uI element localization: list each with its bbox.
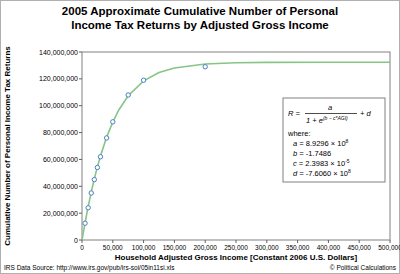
data-point xyxy=(111,120,115,124)
param-name: d = xyxy=(293,169,306,178)
data-point xyxy=(104,136,108,140)
y-tick-label: 120,000,000 xyxy=(39,75,78,82)
x-tick xyxy=(328,240,329,243)
formula-param: a = 8.9296 × 108 xyxy=(293,138,349,149)
formula-lhs: R = xyxy=(288,109,301,118)
y-tick xyxy=(79,52,82,53)
formula-denominator: 1 + e(b − c*AGI) xyxy=(306,115,348,126)
x-tick-label: 100,000 xyxy=(132,244,156,251)
y-tick xyxy=(79,186,82,187)
x-tick-label: 150,000 xyxy=(163,244,187,251)
title-line: Income Tax Returns by Adjusted Gross Inc… xyxy=(71,19,329,31)
x-tick-label: 250,000 xyxy=(224,244,248,251)
y-tick xyxy=(79,159,82,160)
param-mantissa: 8.9296 × 10 xyxy=(306,139,346,148)
formula-suffix: + d xyxy=(360,109,371,118)
title: 2005 Approximate Cumulative Number of Pe… xyxy=(62,5,338,31)
data-point xyxy=(126,93,130,97)
denominator-base: 1 + e xyxy=(306,116,323,125)
x-tick-label: 300,000 xyxy=(255,244,279,251)
data-point xyxy=(98,155,102,159)
credit: © Political Calculations xyxy=(330,264,397,271)
title-line: 2005 Approximate Cumulative Number of Pe… xyxy=(62,5,338,17)
y-tick-label: 60,000,000 xyxy=(43,156,78,163)
chart: 2005 Approximate Cumulative Number of Pe… xyxy=(0,0,400,274)
data-point xyxy=(86,206,90,210)
denominator-exponent: (b − c*AGI) xyxy=(323,115,348,121)
data-point xyxy=(89,191,93,195)
param-name: c = xyxy=(293,159,305,168)
formula-param: b = -1.7486 xyxy=(293,149,331,158)
x-tick xyxy=(297,240,298,243)
y-axis-label: Cumulative Number of Personal Income Tax… xyxy=(3,46,12,246)
y-tick-label: 20,000,000 xyxy=(43,210,78,217)
data-point xyxy=(203,65,207,69)
formula-param: c = 2.3983 × 10-5 xyxy=(293,158,350,169)
x-tick xyxy=(112,240,113,243)
param-mantissa: 2.3983 × 10 xyxy=(305,159,345,168)
y-tick xyxy=(79,132,82,133)
x-tick-label: 500,000 xyxy=(378,244,400,251)
param-exponent: 8 xyxy=(348,168,351,174)
fit-line xyxy=(82,62,390,240)
y-tick xyxy=(79,78,82,79)
x-tick xyxy=(390,240,391,243)
x-tick xyxy=(174,240,175,243)
background xyxy=(1,1,400,274)
y-tick-label: 40,000,000 xyxy=(43,183,78,190)
formula-param: d = -7.6060 × 108 xyxy=(293,168,351,179)
x-tick xyxy=(205,240,206,243)
formula-where: where: xyxy=(287,129,311,138)
y-tick-label: 100,000,000 xyxy=(39,102,78,109)
x-tick-label: 350,000 xyxy=(286,244,310,251)
x-tick-label: 450,000 xyxy=(347,244,371,251)
param-name: a = xyxy=(293,139,306,148)
param-exponent: 8 xyxy=(346,138,349,144)
x-tick-label: 50,000 xyxy=(103,244,123,251)
source: IRS Data Source: http://www.irs.gov/pub/… xyxy=(4,264,175,272)
x-tick xyxy=(82,240,83,243)
x-tick xyxy=(359,240,360,243)
x-axis-label: Household Adjusted Gross Income [Constan… xyxy=(115,253,358,262)
y-tick-label: 0 xyxy=(74,237,78,244)
x-tick xyxy=(236,240,237,243)
y-tick xyxy=(79,105,82,106)
y-tick xyxy=(79,213,82,214)
x-tick xyxy=(143,240,144,243)
x-tick-label: 400,000 xyxy=(317,244,341,251)
param-name: b = xyxy=(293,149,306,158)
formula-numerator: a xyxy=(328,103,332,112)
data-point xyxy=(92,177,96,181)
data-point xyxy=(141,78,145,82)
plot-frame xyxy=(82,52,390,240)
data-point xyxy=(95,165,99,169)
x-tick xyxy=(266,240,267,243)
x-tick-label: 0 xyxy=(80,244,84,251)
y-tick-label: 140,000,000 xyxy=(39,49,78,56)
y-tick-label: 80,000,000 xyxy=(43,129,78,136)
param-mantissa: -1.7486 xyxy=(306,149,331,158)
x-tick-label: 200,000 xyxy=(193,244,217,251)
plot-marks xyxy=(82,62,390,240)
param-exponent: -5 xyxy=(345,158,350,164)
formula-box xyxy=(283,98,385,182)
param-mantissa: -7.6060 × 10 xyxy=(306,169,348,178)
data-point xyxy=(83,221,87,225)
